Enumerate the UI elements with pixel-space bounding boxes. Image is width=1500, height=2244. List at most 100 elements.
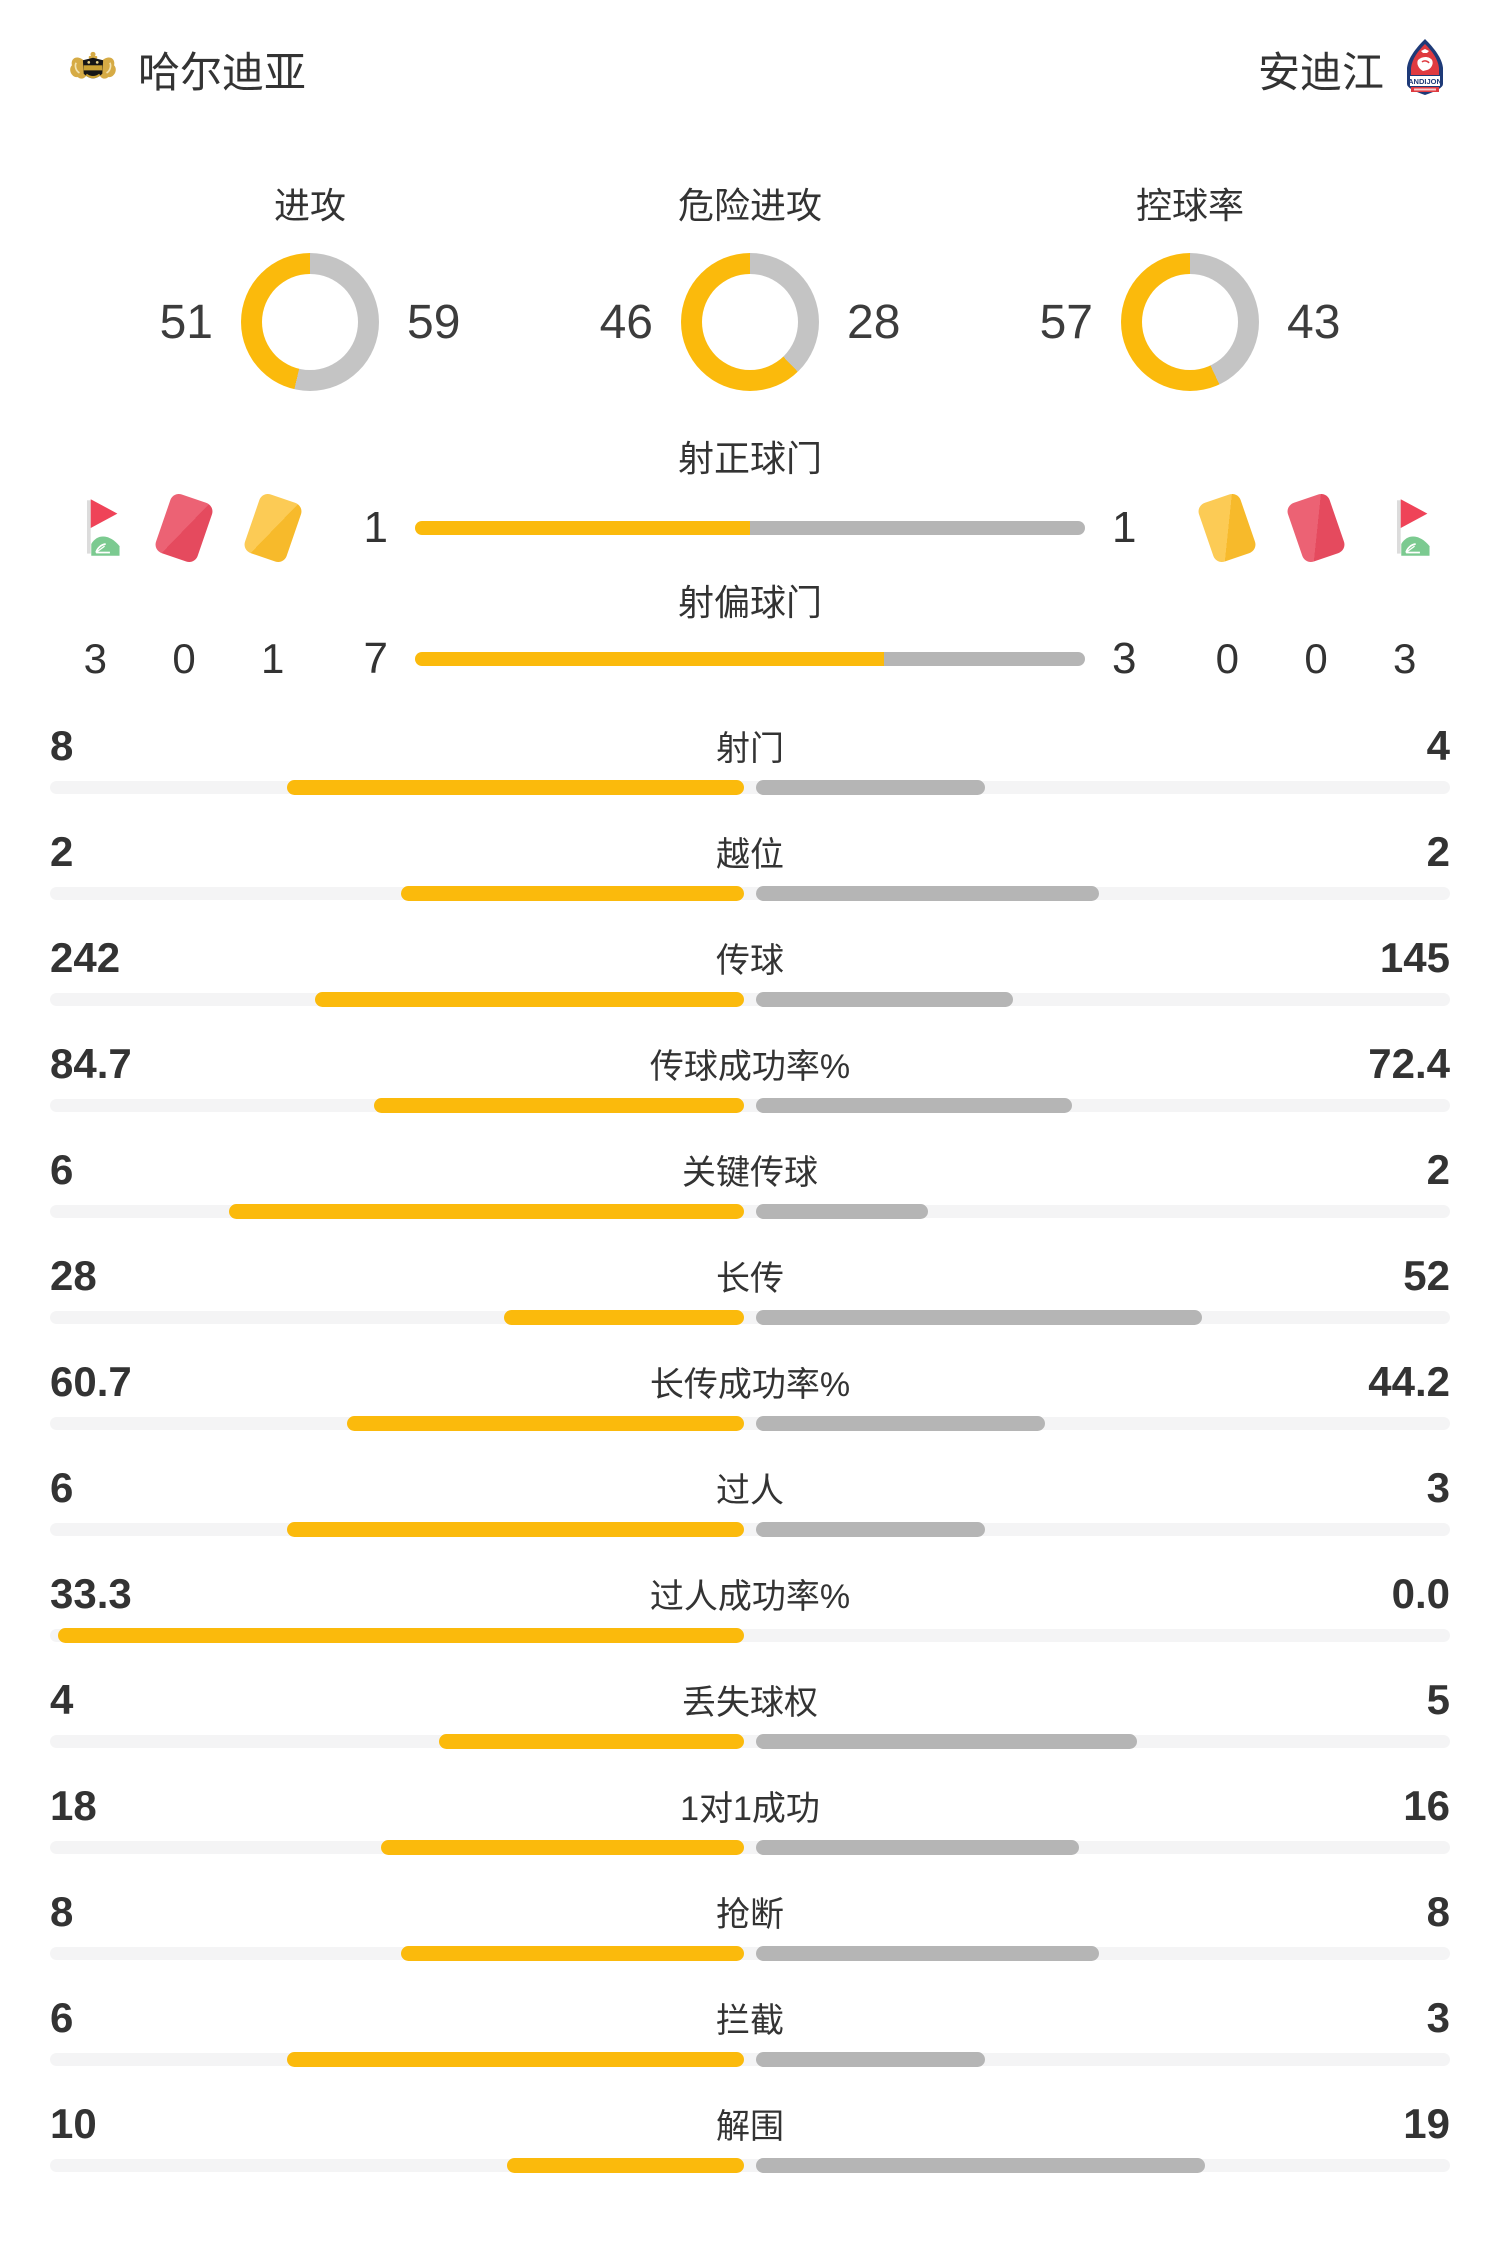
red-card-icon xyxy=(1285,488,1347,568)
away-shots-on-target: 1 xyxy=(1112,503,1137,552)
stat-home-bar xyxy=(347,1416,744,1431)
stat-away-bar xyxy=(756,1734,1137,1749)
stat-label: 长传 xyxy=(716,1260,784,1298)
stat-row: 6 拦截 3 xyxy=(50,1993,1450,2067)
red-card-icon xyxy=(153,488,215,568)
away-discipline-icons xyxy=(1196,487,1500,569)
stat-home-bar xyxy=(439,1734,744,1749)
stat-away-bar xyxy=(756,1522,985,1537)
yellow-card-icon xyxy=(241,488,304,568)
donut-away-value: 43 xyxy=(1287,295,1341,349)
stat-away-value: 72.4 xyxy=(1368,1039,1450,1087)
stat-home-bar xyxy=(287,1522,744,1537)
stat-row: 4 丢失球权 5 xyxy=(50,1675,1450,1749)
stat-away-bar xyxy=(756,780,985,795)
away-red-cards-count: 0 xyxy=(1304,635,1328,682)
stats-list: 8 射门 4 2 越位 2 242 传球 145 84.7 传球成功率% 72.4 6 关键传球 2 28 长传… xyxy=(0,721,1500,2173)
stat-home-bar xyxy=(401,1946,744,1961)
donut-chart xyxy=(1121,253,1259,391)
home-yellow-cards-count: 1 xyxy=(261,635,285,682)
stat-row: 8 抢断 8 xyxy=(50,1887,1450,1961)
donut-home-value: 51 xyxy=(159,295,213,349)
away-shots-off-target: 3 xyxy=(1112,634,1137,683)
stat-away-value: 5 xyxy=(1426,1675,1450,1723)
donut-home-value: 46 xyxy=(599,295,653,349)
stat-bar-track xyxy=(50,1840,1450,1855)
stat-row: 10 解围 19 xyxy=(50,2099,1450,2173)
away-team[interactable]: 安迪江 ANDIJON xyxy=(1258,38,1448,101)
stat-away-bar xyxy=(756,1416,1045,1431)
stat-row: 18 1对1成功 16 xyxy=(50,1781,1450,1855)
donut-away-value: 59 xyxy=(407,295,461,349)
stat-away-value: 52 xyxy=(1403,1251,1450,1299)
stat-home-value: 28 xyxy=(50,1251,97,1299)
donut-chart xyxy=(681,253,819,391)
stat-away-value: 19 xyxy=(1403,2099,1450,2147)
stat-label: 越位 xyxy=(716,836,784,874)
stat-home-value: 6 xyxy=(50,1145,74,1193)
stat-row: 84.7 传球成功率% 72.4 xyxy=(50,1039,1450,1113)
donut-away-value: 28 xyxy=(847,295,901,349)
home-team-name: 哈尔迪亚 xyxy=(138,49,307,96)
stat-label: 解围 xyxy=(716,2108,784,2146)
shots-on-target-label: 射正球门 xyxy=(677,438,822,479)
stat-label: 传球 xyxy=(716,942,784,980)
stat-row: 2 越位 2 xyxy=(50,827,1450,901)
stat-row: 28 长传 52 xyxy=(50,1251,1450,1325)
home-team-logo-icon xyxy=(66,49,120,90)
stat-home-bar xyxy=(58,1628,744,1643)
stat-home-value: 6 xyxy=(50,1993,74,2041)
stat-away-value: 0.0 xyxy=(1391,1569,1450,1617)
donut-group: 控球率 57 43 xyxy=(970,177,1410,391)
corner-flag-icon xyxy=(1377,488,1432,568)
stat-row: 6 关键传球 2 xyxy=(50,1145,1450,1219)
stat-home-value: 18 xyxy=(50,1781,97,1829)
stat-away-value: 3 xyxy=(1426,1993,1450,2041)
stat-away-bar xyxy=(756,1310,1202,1325)
stat-home-bar xyxy=(381,1840,744,1855)
stat-away-value: 2 xyxy=(1426,827,1450,875)
stat-home-value: 10 xyxy=(50,2099,97,2147)
stat-bar-track xyxy=(50,1734,1450,1749)
home-team[interactable]: 哈尔迪亚 xyxy=(66,39,306,100)
donut-home-value: 57 xyxy=(1039,295,1093,349)
stat-away-value: 2 xyxy=(1426,1145,1450,1193)
stat-away-bar xyxy=(756,2052,985,2067)
home-corners-count: 3 xyxy=(83,635,108,682)
stat-home-bar xyxy=(315,992,744,1007)
away-team-logo-icon: ANDIJON xyxy=(1402,38,1448,101)
stat-away-bar xyxy=(756,886,1099,901)
stat-home-bar xyxy=(401,886,744,901)
stat-bar-track xyxy=(50,1204,1450,1219)
stat-away-bar xyxy=(756,1840,1079,1855)
stat-label: 1对1成功 xyxy=(680,1790,820,1828)
stat-label: 拦截 xyxy=(716,2002,784,2040)
stat-home-bar xyxy=(374,1098,744,1113)
stat-bar-track xyxy=(50,2158,1450,2173)
donut-label: 控球率 xyxy=(1135,185,1244,226)
donut-group: 进攻 51 59 xyxy=(90,177,530,391)
stat-home-bar xyxy=(504,1310,744,1325)
stat-home-bar xyxy=(229,1204,744,1219)
stat-row: 60.7 长传成功率% 44.2 xyxy=(50,1357,1450,1431)
stat-row: 8 射门 4 xyxy=(50,721,1450,795)
stat-away-value: 44.2 xyxy=(1368,1357,1450,1405)
stat-away-value: 3 xyxy=(1426,1463,1450,1511)
stat-away-value: 8 xyxy=(1426,1887,1450,1935)
stat-bar-track xyxy=(50,1628,1450,1643)
stat-home-value: 60.7 xyxy=(50,1357,132,1405)
stat-bar-track xyxy=(50,1310,1450,1325)
stat-home-value: 6 xyxy=(50,1463,74,1511)
stat-bar-track xyxy=(50,992,1450,1007)
stat-away-value: 16 xyxy=(1403,1781,1450,1829)
away-logo-text: ANDIJON xyxy=(1408,77,1442,86)
stat-home-value: 8 xyxy=(50,721,74,769)
stat-label: 长传成功率% xyxy=(649,1366,851,1404)
shots-off-target-row: 3 0 1 7 3 0 0 3 xyxy=(0,631,1500,687)
stat-away-bar xyxy=(756,1204,928,1219)
shots-on-target-row: 1 1 xyxy=(0,487,1500,569)
stat-away-value: 4 xyxy=(1426,721,1450,769)
stat-label: 丢失球权 xyxy=(682,1684,818,1722)
stat-away-bar xyxy=(756,1098,1072,1113)
stat-label: 过人成功率% xyxy=(649,1578,851,1616)
